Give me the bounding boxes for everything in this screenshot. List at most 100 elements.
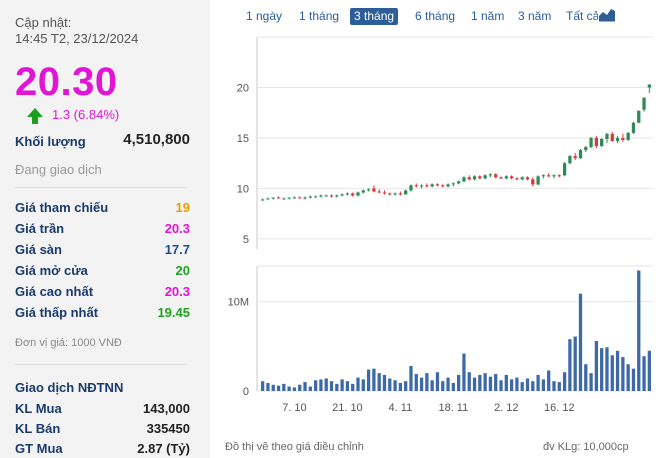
candle-body bbox=[647, 84, 651, 88]
candle-body bbox=[478, 176, 482, 179]
volume-bar bbox=[578, 293, 583, 391]
divider bbox=[15, 187, 187, 188]
volume-bar bbox=[409, 366, 413, 391]
candle-body bbox=[313, 196, 318, 198]
volume-label: Khối lượng bbox=[15, 134, 86, 149]
volume-bar bbox=[329, 381, 334, 391]
candle-body bbox=[361, 190, 365, 193]
volume-bar bbox=[615, 350, 620, 391]
volume-bar bbox=[446, 377, 450, 391]
candle-body bbox=[287, 197, 291, 199]
volume-bar bbox=[631, 368, 636, 391]
volume-bar bbox=[520, 382, 524, 391]
volume-bar bbox=[557, 382, 561, 391]
price-row-value: 20 bbox=[175, 263, 190, 278]
volume-bar bbox=[308, 386, 312, 391]
x-tick-label: 2. 12 bbox=[494, 402, 518, 414]
volume-bar bbox=[541, 379, 546, 391]
candle-body bbox=[488, 174, 493, 176]
candle-body bbox=[377, 191, 381, 193]
price-chart[interactable]: 5 10 15 20 0 10M 7. 10 21. 10 4. 11 18. 11 2. 12 16… bbox=[210, 30, 663, 450]
tab-range[interactable]: 6 tháng bbox=[415, 9, 456, 23]
candle-body bbox=[372, 188, 376, 192]
candle-body bbox=[303, 197, 307, 199]
volume-tick-label: 10M bbox=[228, 297, 249, 309]
candle-body bbox=[356, 192, 360, 196]
price-row-label: Giá tham chiếu bbox=[15, 200, 109, 215]
divider bbox=[15, 364, 187, 365]
tab-range[interactable]: 1 năm bbox=[471, 9, 505, 23]
volume-bar bbox=[398, 382, 403, 391]
price-change: 1.3 (6.84%) bbox=[52, 107, 120, 122]
price-row-value: 19.45 bbox=[157, 305, 190, 320]
price-row-label: Giá mở cửa bbox=[15, 263, 88, 278]
candle-body bbox=[414, 185, 418, 187]
volume-bar bbox=[600, 348, 604, 391]
volume-bar bbox=[425, 373, 429, 391]
volume-bar bbox=[589, 373, 593, 391]
candle-body bbox=[615, 137, 620, 141]
candle-body bbox=[562, 163, 567, 176]
volume-bar bbox=[372, 368, 376, 391]
candle-body bbox=[621, 137, 625, 140]
x-tick-label: 4. 11 bbox=[389, 402, 413, 414]
candle-body bbox=[626, 132, 630, 140]
volume-value: 4,510,800 bbox=[123, 131, 190, 148]
volume-bar bbox=[536, 374, 540, 391]
foreign-row-label: GT Mua bbox=[15, 441, 63, 456]
volume-bar bbox=[504, 374, 508, 391]
volume-bar bbox=[462, 353, 466, 391]
tab-range[interactable]: 1 ngày bbox=[246, 9, 283, 23]
volume-bar bbox=[642, 356, 646, 391]
volume-bar bbox=[276, 385, 281, 391]
price-tick-label: 15 bbox=[237, 133, 249, 145]
volume-bar bbox=[298, 384, 302, 391]
left-info-panel: Cập nhật: 14:45 T2, 23/12/2024 20.30 1.3… bbox=[0, 0, 210, 458]
candle-body bbox=[441, 185, 445, 187]
candle-body bbox=[584, 147, 588, 151]
update-time: 14:45 T2, 23/12/2024 bbox=[15, 31, 139, 46]
volume-bar bbox=[531, 381, 535, 391]
volume-bar bbox=[313, 380, 318, 391]
volume-bar bbox=[483, 373, 487, 391]
candle-body bbox=[573, 156, 577, 159]
candle-body bbox=[520, 177, 524, 180]
candle-body bbox=[292, 197, 297, 199]
candle-body bbox=[282, 198, 286, 200]
foreign-row-label: KL Bán bbox=[15, 421, 61, 436]
candle-body bbox=[451, 183, 455, 185]
foreign-row-value: 2.87 (Tỷ) bbox=[137, 441, 190, 456]
candle-body bbox=[271, 197, 275, 199]
area-chart-icon[interactable] bbox=[598, 6, 616, 22]
tab-range[interactable]: 3 năm bbox=[518, 9, 552, 23]
candle-body bbox=[504, 176, 508, 179]
candle-body bbox=[462, 177, 466, 182]
candle-body bbox=[589, 137, 593, 148]
volume-bar bbox=[340, 379, 344, 391]
x-tick-label: 21. 10 bbox=[332, 402, 363, 414]
candle-body bbox=[509, 176, 514, 179]
candle-body bbox=[335, 195, 339, 197]
candle-body bbox=[276, 197, 281, 199]
volume-bar bbox=[351, 383, 355, 391]
candle-body bbox=[324, 195, 328, 197]
candle-body bbox=[605, 133, 609, 139]
candle-body bbox=[499, 177, 503, 179]
candle-body bbox=[557, 175, 561, 177]
volume-bar bbox=[266, 382, 270, 391]
trading-status: Đang giao dịch bbox=[15, 162, 102, 177]
candle-body bbox=[536, 176, 540, 185]
tab-range[interactable]: 3 tháng bbox=[350, 8, 399, 25]
candle-body bbox=[467, 177, 471, 180]
candle-body bbox=[404, 190, 408, 195]
tab-range[interactable]: Tất cả bbox=[566, 9, 600, 23]
volume-bar bbox=[335, 383, 339, 391]
volume-unit-note: đv KLg: 10,000cp bbox=[543, 441, 629, 453]
volume-bar bbox=[562, 372, 567, 391]
update-label-text: Cập nhật: bbox=[15, 15, 72, 30]
volume-bar bbox=[419, 377, 424, 391]
tab-range[interactable]: 1 tháng bbox=[299, 9, 340, 23]
volume-bar bbox=[451, 382, 455, 391]
volume-bar bbox=[605, 347, 609, 391]
volume-bar bbox=[388, 378, 392, 391]
